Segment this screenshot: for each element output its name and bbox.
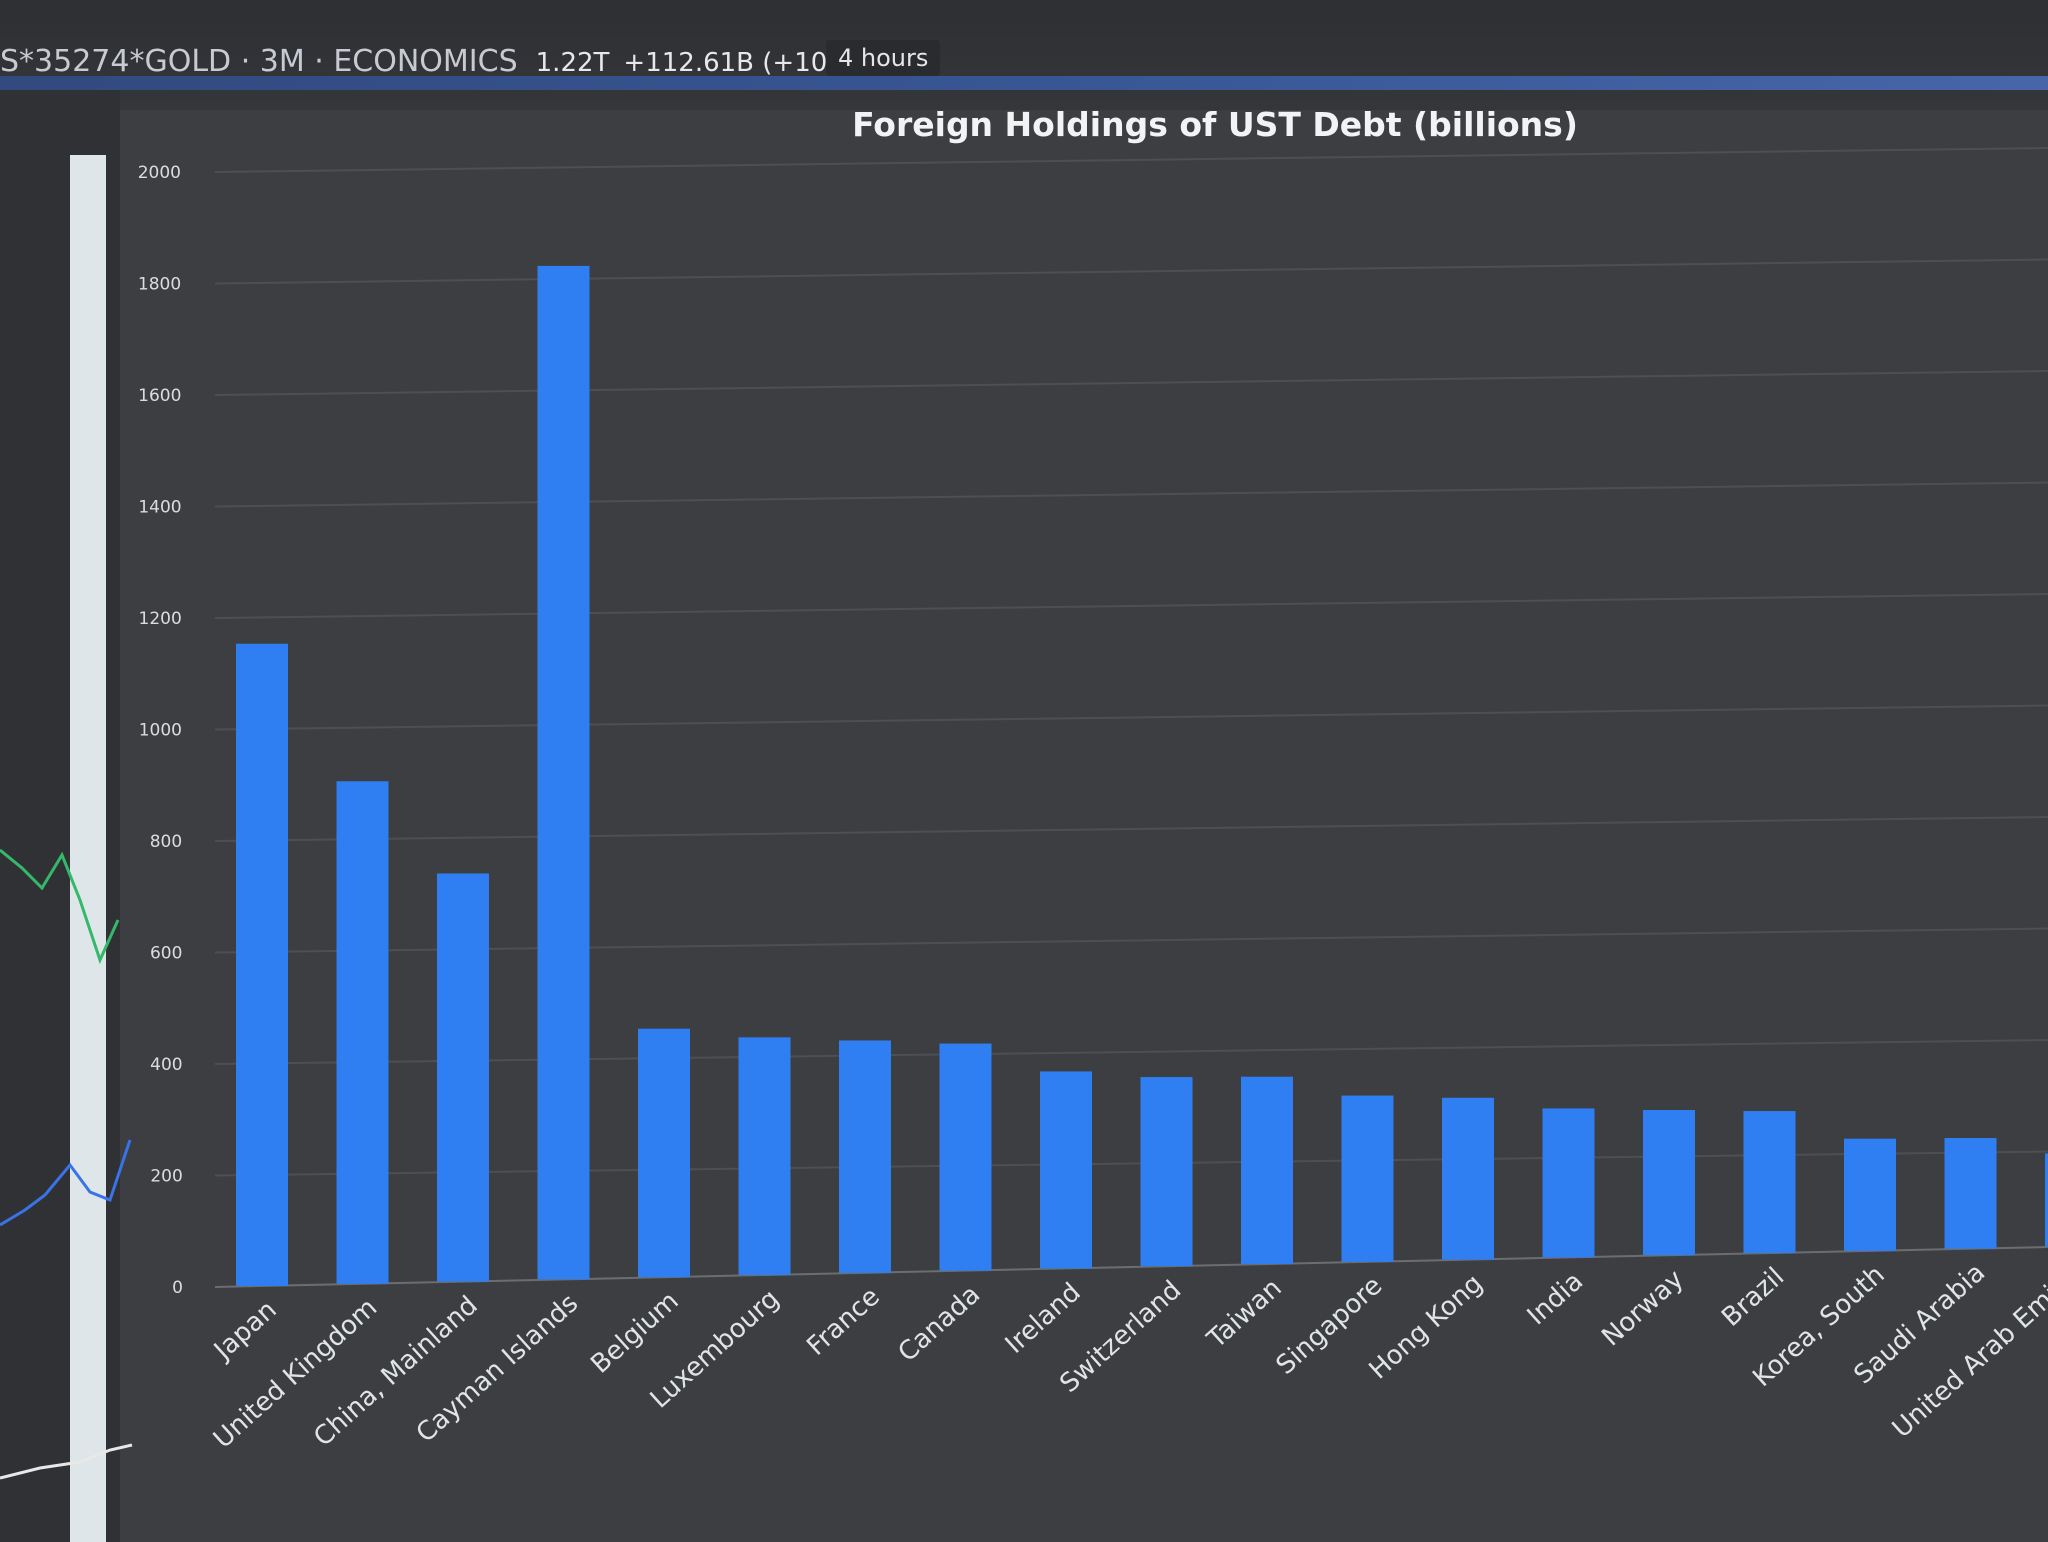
x-tick-label: Ireland [1000,1277,1087,1359]
top-accent-line [0,76,2048,90]
bar [1542,1108,1595,1258]
ticker-change: +112.61B (+10. [623,48,836,78]
y-tick-label: 1400 [138,498,181,518]
x-tick-label: Cayman Islands [411,1288,584,1448]
x-tick-label: France [801,1282,885,1362]
gridline [214,704,2048,731]
x-tick-label: United Kingdom [208,1293,383,1455]
y-tick-label: 400 [150,1055,182,1075]
bar [638,1028,690,1278]
gridline [214,593,2048,619]
x-tick-label: Norway [1596,1264,1689,1352]
bar [839,1040,891,1273]
bar [939,1043,992,1271]
ticker-value: 1.22T [535,48,610,78]
ticker-bar[interactable]: S*35274*GOLD · 3M · ECONOMICS 1.22T +112.6… [0,44,836,79]
gridlines [214,147,2048,1177]
vertical-scrollbar[interactable] [70,155,106,1542]
y-tick-label: 2000 [138,163,181,183]
bar [1743,1111,1796,1254]
y-tick-label: 200 [150,1167,182,1187]
x-tick-label: Canada [893,1280,987,1368]
chart-title: Foreign Holdings of UST Debt (billions) [852,105,1578,144]
bar [336,781,389,1284]
gridline [214,816,2048,842]
gridline [214,1150,2048,1177]
top-bar [0,0,2048,110]
gridline [214,927,2048,954]
y-axis-ticks: 0 200 400 600 800 1000 1200 1400 1600 1800 2000 [138,163,183,1298]
y-tick-label: 1000 [139,721,182,741]
gridline [214,258,2048,285]
y-tick-label: 800 [150,832,182,852]
bar [1040,1071,1092,1269]
bar [1442,1097,1494,1260]
bar [1844,1138,1896,1251]
green-sparkline [0,848,120,965]
y-tick-label: 0 [172,1278,183,1298]
gridline [214,370,2048,396]
y-tick-label: 1200 [139,609,182,629]
x-tick-label: Taiwan [1201,1273,1288,1355]
x-tick-label: Belgium [585,1286,684,1380]
gridline [214,1039,2048,1065]
bar [2045,1153,2048,1247]
x-tick-label: China, Mainland [308,1290,483,1452]
bar [1140,1077,1193,1267]
bar [537,265,590,1280]
bar [1341,1095,1394,1262]
bars [236,265,2048,1286]
x-tick-label: Hong Kong [1364,1269,1489,1386]
white-sparkline [0,1443,133,1480]
y-tick-label: 1600 [138,386,181,406]
x-axis-line [214,1246,2048,1288]
x-tick-label: India [1522,1266,1589,1331]
gridline [214,147,2048,173]
y-tick-label: 1800 [138,275,181,295]
bar [738,1037,791,1276]
bar [437,873,489,1282]
period-badge[interactable]: 4 hours [826,40,941,76]
gridline [214,481,2048,508]
x-tick-label: Japan [207,1295,282,1367]
blue-sparkline [0,1139,132,1227]
x-tick-label: Brazil [1716,1262,1790,1333]
ticker-symbol[interactable]: S*35274*GOLD · 3M · ECONOMICS [0,44,518,79]
bar [1643,1110,1695,1256]
bar [1944,1138,1997,1249]
bar [1241,1076,1293,1265]
y-tick-label: 600 [150,944,182,964]
bar [236,643,288,1286]
